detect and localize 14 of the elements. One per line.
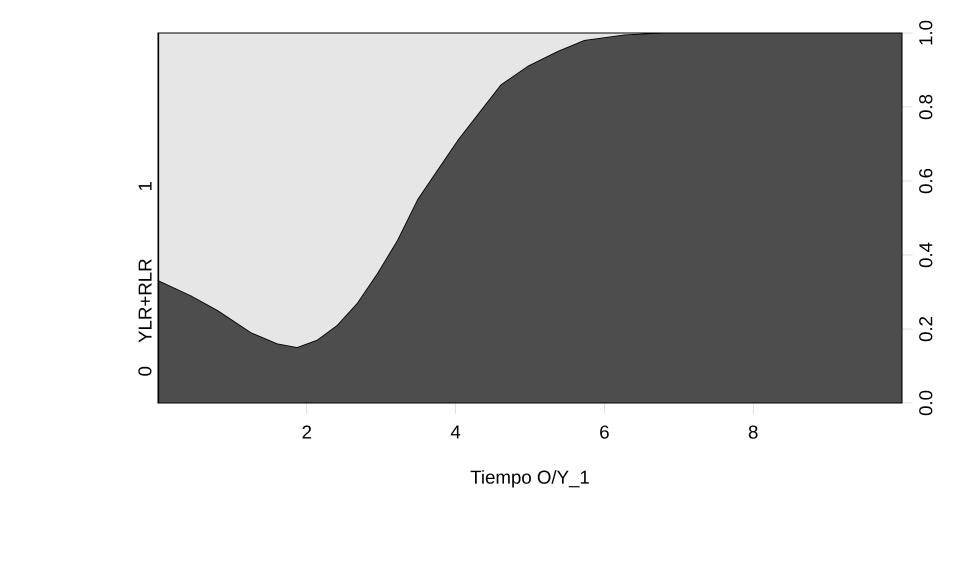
text: 1 — [138, 182, 152, 190]
y-tick-label: 0.0 — [919, 390, 932, 416]
y-tick-label: 0.4 — [919, 242, 932, 268]
y-tick-label: 1.0 — [919, 20, 932, 45]
y-tick-label: 0.2 — [919, 316, 932, 342]
text: 0 — [138, 366, 152, 376]
y-axis-title: YLR+RLR — [138, 259, 152, 343]
x-axis-title: Tiempo O/Y_1 — [470, 470, 589, 488]
y-tick-label: 0.6 — [919, 168, 932, 194]
x-tick-label: 4 — [450, 425, 460, 438]
x-tick-label: 8 — [748, 425, 758, 439]
x-tick-label: 6 — [600, 425, 609, 439]
x-tick-label: 2 — [302, 425, 312, 439]
y-tick-label: 0.8 — [919, 94, 932, 120]
